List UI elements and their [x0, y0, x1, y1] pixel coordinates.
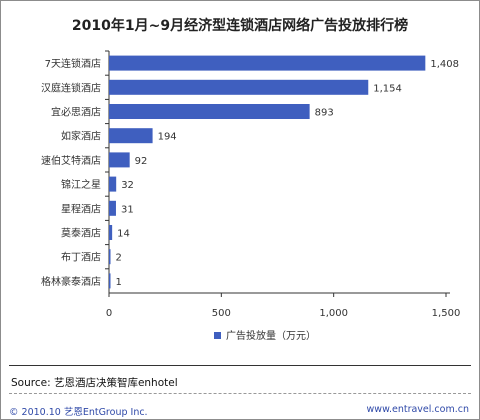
- value-label: 893: [315, 108, 334, 119]
- category-label: 锦江之星: [61, 178, 101, 191]
- value-label: 32: [121, 180, 134, 191]
- bar: [109, 200, 116, 216]
- x-tick-label: 500: [212, 308, 231, 319]
- category-label: 布丁酒店: [61, 251, 101, 264]
- value-label: 194: [158, 132, 177, 143]
- category-label: 格林豪泰酒店: [41, 275, 101, 288]
- value-label: 1,154: [373, 83, 402, 94]
- bar-chart: 7天连锁酒店 1,408 汉庭连锁酒店 1,154 宜必思酒店 893 如家酒店 194 速伯艾…: [41, 50, 461, 342]
- source-divider: [9, 365, 471, 366]
- copyright: © 2010.10 艺恩EntGroup Inc.: [9, 407, 148, 418]
- value-label: 92: [135, 156, 148, 167]
- value-label: 1,408: [430, 59, 459, 70]
- bar: [109, 79, 369, 95]
- bar: [109, 225, 113, 240]
- bar: [109, 104, 310, 119]
- footer-divider: [9, 393, 471, 394]
- bar: [109, 152, 130, 168]
- x-tick-label: 1,500: [432, 308, 461, 319]
- category-label: 速伯艾特酒店: [41, 154, 101, 167]
- chart-title: 2010年1月~9月经济型连锁酒店网络广告投放排行榜: [71, 18, 409, 34]
- value-label: 14: [117, 229, 130, 240]
- category-label: 汉庭连锁酒店: [41, 81, 101, 94]
- bar: [109, 176, 117, 192]
- bar: [109, 55, 426, 71]
- value-label: 2: [116, 253, 122, 264]
- category-label: 宜必思酒店: [51, 106, 101, 119]
- x-tick-label: 0: [106, 308, 112, 319]
- legend-swatch: [214, 332, 221, 339]
- category-label: 如家酒店: [61, 130, 101, 143]
- category-label: 7天连锁酒店: [45, 57, 101, 70]
- bar: [109, 273, 111, 289]
- legend-label: 广告投放量（万元）: [226, 329, 316, 342]
- value-label: 1: [116, 277, 122, 288]
- bar: [109, 128, 153, 144]
- bar: [109, 249, 111, 265]
- value-label: 31: [121, 204, 134, 215]
- source-note: Source: 艺恩酒店决策智库enhotel: [11, 377, 178, 389]
- category-label: 星程酒店: [61, 202, 101, 215]
- x-tick-label: 1,000: [319, 308, 348, 319]
- website-link[interactable]: www.entravel.com.cn: [366, 404, 469, 415]
- category-label: 莫泰酒店: [61, 227, 101, 240]
